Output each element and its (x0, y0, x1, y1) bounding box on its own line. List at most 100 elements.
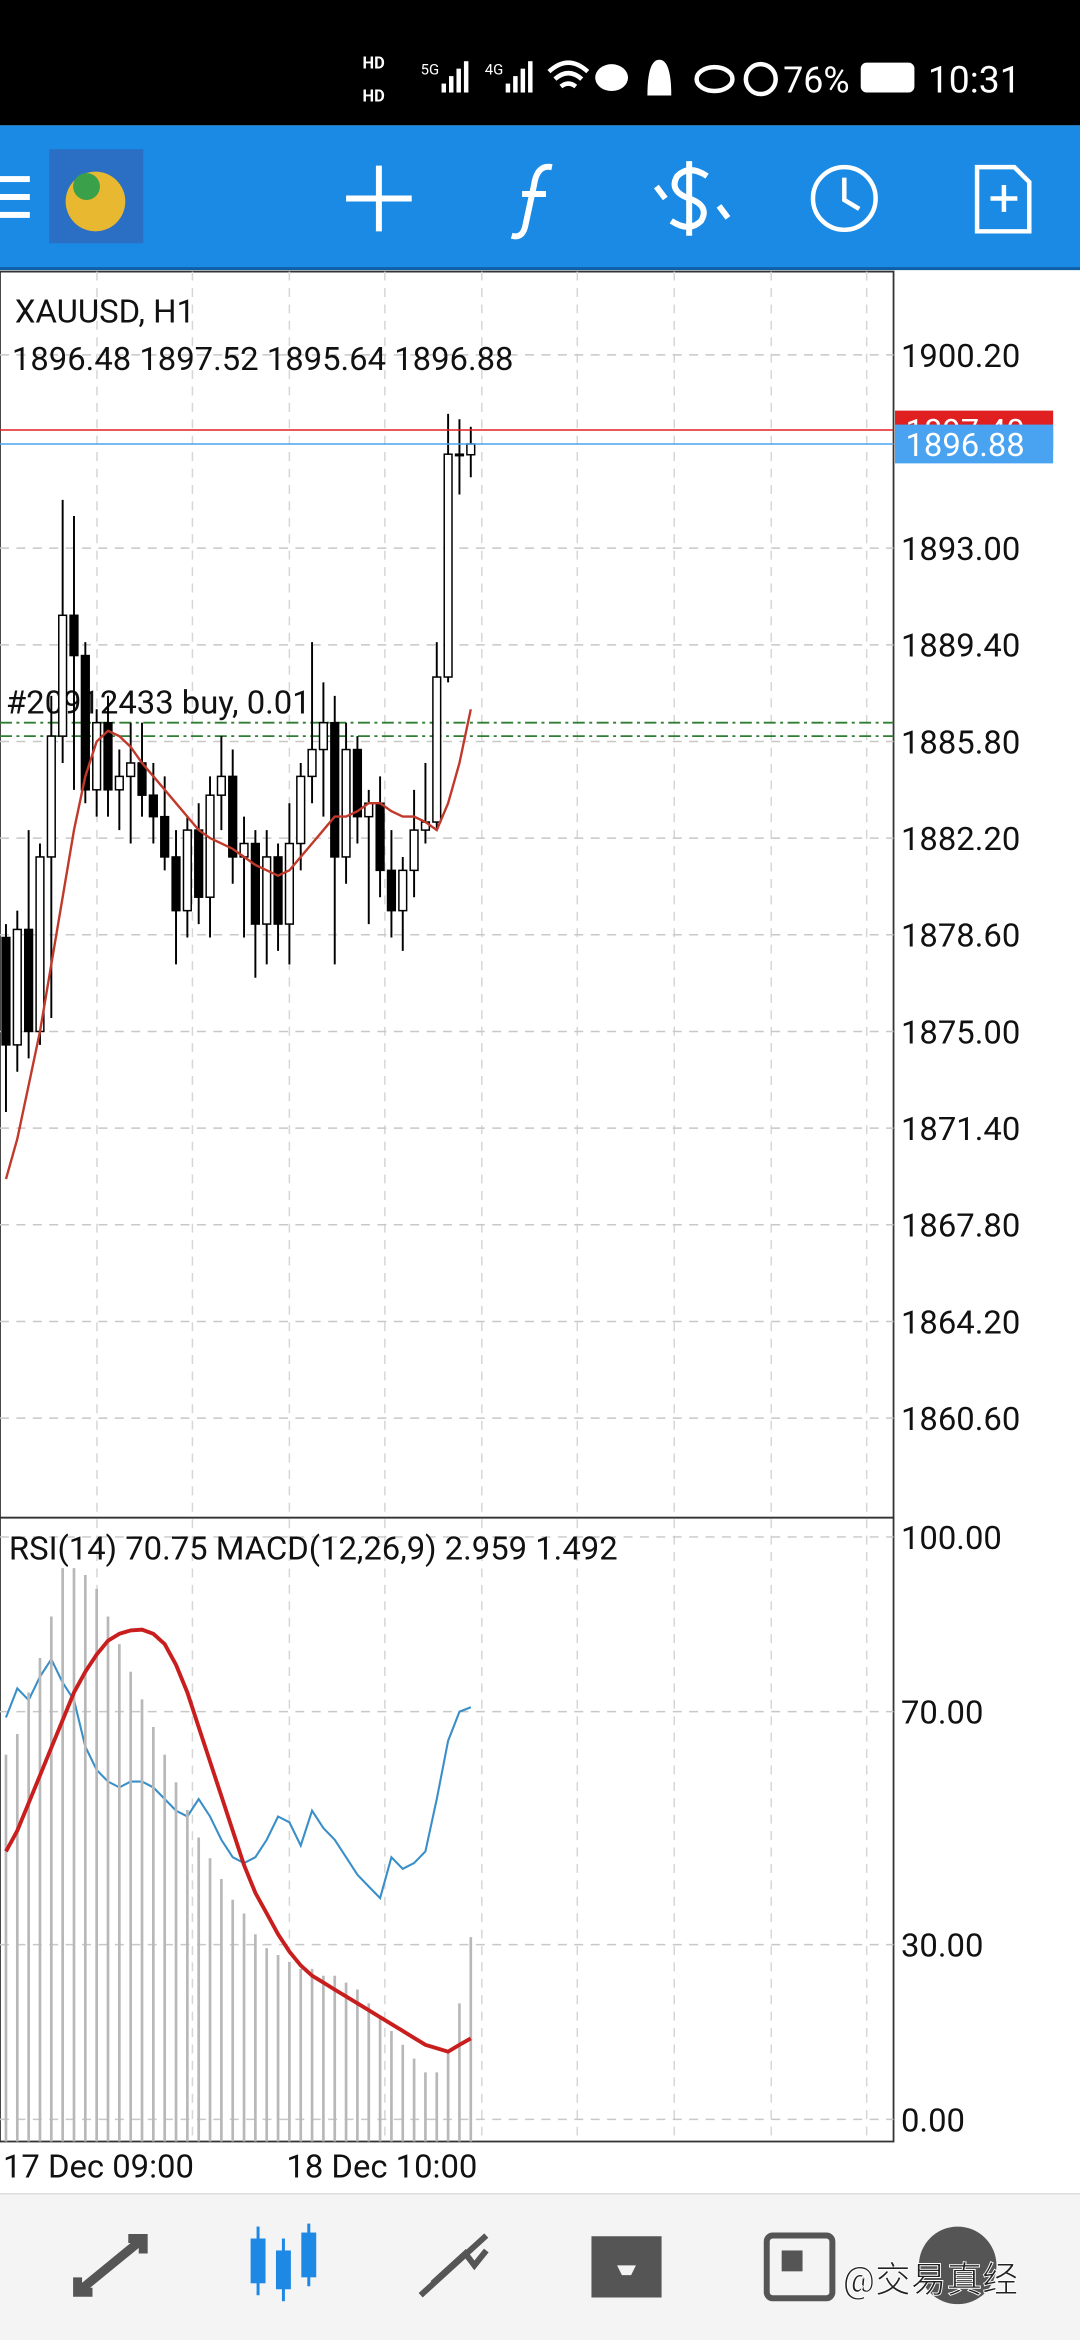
watermark: @交易真经 (843, 2259, 1018, 2301)
messages-tab[interactable] (918, 2226, 997, 2305)
battery-icon (860, 62, 915, 93)
network-label: 4G (485, 61, 504, 79)
candle-body (24, 928, 34, 1033)
timeframe-button[interactable] (810, 164, 878, 233)
open: 1896.48 (12, 341, 131, 379)
y-tick-label: 1882.20 (901, 821, 1020, 859)
chart-layer: 1900.20 1893.00 1889.40 1885.80 1882.20 1878.… (0, 338, 1054, 2186)
rsi-name: RSI(14) (9, 1530, 117, 1568)
menu-button[interactable] (0, 176, 30, 218)
x-tick-label: 18 Dec 10:00 (286, 2148, 477, 2186)
candle-body (126, 762, 136, 778)
candle-body (386, 869, 397, 912)
wechat-icon (595, 64, 629, 92)
bid-label: 1896.88 (905, 427, 1024, 465)
candle-body (205, 794, 215, 898)
y-tick-label: 1860.60 (901, 1401, 1020, 1439)
y-tick-label: 1871.40 (901, 1111, 1020, 1149)
signal-icon (505, 61, 533, 93)
battery-text: 76% (783, 60, 849, 102)
candle-body (103, 721, 113, 791)
candle-body (182, 829, 192, 912)
indicator-line (4, 1627, 472, 2054)
candle-body (409, 829, 419, 872)
y-tick-label: 1875.00 (901, 1014, 1020, 1052)
news-tab[interactable] (763, 2232, 836, 2302)
candle-body (318, 721, 329, 751)
y-tick-label: 1900.20 (901, 338, 1020, 376)
y-tick-label: 100.00 (901, 1520, 1002, 1558)
y-tick-label: 1893.00 (901, 531, 1020, 569)
candle-body (148, 794, 158, 818)
close: 1896.88 (394, 341, 513, 379)
signal-icon (441, 61, 469, 93)
low: 1895.64 (267, 341, 386, 379)
candle-body (160, 815, 170, 858)
candle-body (35, 856, 45, 1033)
candle-body (92, 721, 102, 791)
indicator-header: RSI(14) 70.75 MACD(12,26,9) 2.959 1.492 (9, 1530, 618, 1568)
candle-body (58, 614, 68, 737)
y-tick-label: 0.00 (901, 2102, 965, 2140)
qq-icon (647, 59, 672, 96)
chart-tab[interactable] (250, 2223, 317, 2302)
new-order-button[interactable] (974, 164, 1032, 234)
y-tick-label: 1878.60 (901, 918, 1020, 956)
candle-body (80, 654, 90, 791)
eye-icon (694, 64, 735, 94)
indicators-button[interactable] (510, 163, 553, 240)
macd-name: MACD(12,26,9) (216, 1530, 437, 1568)
candle-body (216, 775, 226, 796)
candle-body (114, 775, 124, 791)
wifi-icon (547, 60, 590, 89)
y-tick-label: 1864.20 (901, 1304, 1020, 1342)
symbol-title: XAUUSD, H1 (15, 293, 195, 331)
network-label: 5G (421, 61, 440, 79)
candle-body (284, 842, 295, 925)
ohlc-header: 1896.48 1897.52 1895.64 1896.88 (12, 341, 514, 379)
crosshair-button[interactable] (346, 165, 412, 232)
macd-value: 2.959 (445, 1530, 527, 1568)
candle-body (1, 936, 11, 1046)
quotes-tab[interactable] (73, 2234, 148, 2297)
candle-body (296, 775, 306, 845)
candle-body (454, 453, 465, 457)
signal-value: 1.492 (535, 1530, 617, 1568)
order-label: #20912433 buy, 0.01 (6, 685, 311, 723)
candle-body (262, 856, 272, 925)
candle-body (330, 721, 340, 858)
rsi-value: 70.75 (125, 1530, 207, 1568)
clock: 10:31 (928, 59, 1021, 103)
candle-body (12, 928, 22, 1046)
candle-body (228, 775, 238, 858)
alarm-icon (743, 61, 778, 97)
x-tick-label: 17 Dec 09:00 (3, 2148, 194, 2186)
candle-body (307, 748, 317, 778)
trade-button[interactable] (653, 161, 731, 236)
candle-body (171, 856, 181, 912)
candle-body (352, 748, 363, 818)
candle-body (341, 748, 351, 858)
indicator-panel (0, 1516, 895, 2143)
history-tab[interactable] (591, 2236, 662, 2298)
hd-icon: HD (362, 55, 384, 74)
hd-icon: HD (362, 87, 384, 106)
high: 1897.52 (139, 341, 258, 379)
y-tick-label: 30.00 (901, 1928, 983, 1966)
candle-body (443, 453, 453, 678)
bid-label-box (895, 424, 1054, 464)
candle-body (398, 869, 408, 912)
y-tick-label: 1867.80 (901, 1208, 1020, 1246)
candle-body (432, 676, 442, 823)
trade-tab[interactable] (418, 2233, 489, 2298)
candle-body (250, 842, 261, 925)
candle-body (69, 614, 79, 657)
y-tick-label: 1885.80 (901, 724, 1020, 762)
moving-average (4, 709, 472, 1180)
candle-body (46, 735, 56, 858)
y-tick-label: 70.00 (901, 1695, 983, 1733)
app-logo[interactable] (49, 149, 144, 244)
y-tick-label: 1889.40 (901, 628, 1020, 666)
